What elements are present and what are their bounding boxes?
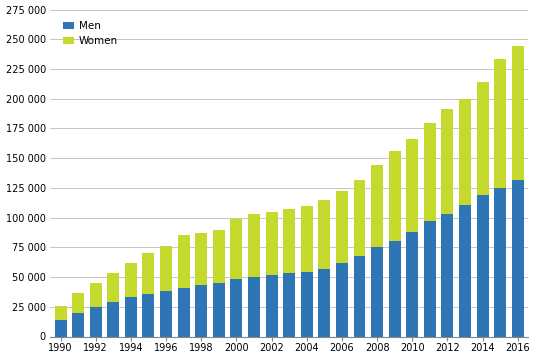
Bar (266, 212, 278, 275)
Bar (248, 277, 260, 336)
Bar (318, 269, 330, 336)
Bar (266, 275, 278, 336)
Bar (178, 288, 190, 336)
Bar (195, 285, 207, 336)
Bar (160, 291, 172, 336)
Bar (195, 233, 207, 285)
Bar (424, 221, 436, 336)
Bar (283, 209, 295, 274)
Bar (441, 109, 453, 214)
Bar (407, 232, 418, 336)
Bar (459, 99, 471, 205)
Bar (336, 263, 348, 336)
Bar (107, 302, 119, 336)
Bar (424, 122, 436, 221)
Bar (107, 274, 119, 302)
Bar (90, 283, 101, 307)
Bar (389, 241, 401, 336)
Bar (90, 307, 101, 336)
Bar (477, 82, 489, 195)
Bar (55, 321, 67, 336)
Bar (55, 306, 67, 321)
Bar (72, 313, 84, 336)
Bar (248, 214, 260, 277)
Bar (72, 293, 84, 313)
Bar (353, 256, 366, 336)
Bar (301, 272, 313, 336)
Bar (441, 214, 453, 336)
Bar (371, 165, 383, 247)
Bar (230, 219, 242, 279)
Bar (125, 263, 137, 297)
Bar (477, 195, 489, 336)
Bar (142, 294, 155, 336)
Bar (213, 283, 225, 336)
Bar (371, 247, 383, 336)
Bar (283, 274, 295, 336)
Bar (353, 180, 366, 256)
Bar (125, 297, 137, 336)
Bar (160, 246, 172, 291)
Bar (230, 279, 242, 336)
Legend: Men, Women: Men, Women (60, 18, 121, 50)
Bar (407, 139, 418, 232)
Bar (389, 151, 401, 241)
Bar (142, 253, 155, 294)
Bar (494, 60, 506, 188)
Bar (459, 205, 471, 336)
Bar (336, 191, 348, 263)
Bar (178, 236, 190, 288)
Bar (512, 46, 524, 180)
Bar (494, 188, 506, 336)
Bar (213, 229, 225, 283)
Bar (318, 200, 330, 269)
Bar (301, 206, 313, 272)
Bar (512, 180, 524, 336)
